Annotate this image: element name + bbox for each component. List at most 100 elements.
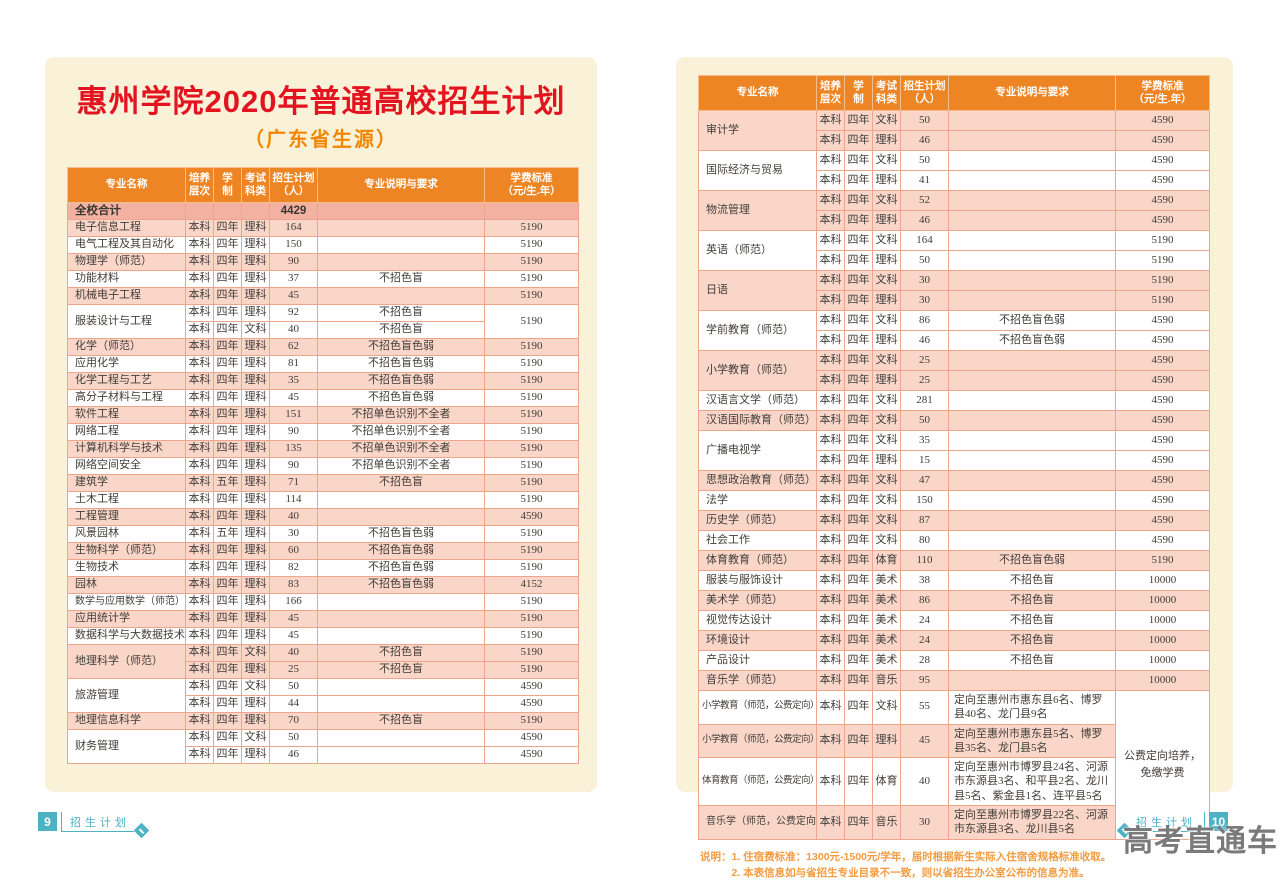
cell-tuition: 5190	[484, 525, 579, 543]
cell-enrollment-count: 81	[269, 355, 318, 373]
cell-requirements	[948, 190, 1116, 211]
cell-major-name: 化学工程与工艺	[67, 372, 186, 390]
cell-requirements	[948, 390, 1116, 411]
cell-major-name: 音乐学（师范）	[698, 670, 817, 691]
cell-tuition: 4590	[1115, 450, 1210, 471]
cell-level: 本科	[185, 457, 214, 475]
table-row: 小学教育（师范，公费定向） 本科 四年 文科 55 定向至惠州市惠东县6名、博罗县40名、…	[698, 690, 1210, 840]
cell-exam-category: 理科	[872, 170, 901, 191]
cell-years: 四年	[213, 559, 242, 577]
cell-exam-category: 文科	[241, 321, 270, 339]
cell-level: 本科	[816, 290, 845, 311]
cell-requirements	[317, 508, 485, 526]
cell-exam-category: 理科	[241, 440, 270, 458]
table-row: 产品设计 本科 四年 美术 28 不招色盲 10000	[698, 650, 1210, 671]
cell-summary-label: 全校合计	[67, 202, 186, 220]
cell-tuition: 5190	[1115, 230, 1210, 251]
cell-enrollment-count: 60	[269, 542, 318, 560]
cell-level: 本科	[816, 610, 845, 631]
cell-years: 四年	[844, 630, 873, 651]
cell-enrollment-count: 30	[900, 805, 949, 840]
cell-years: 四年	[213, 576, 242, 594]
table-row: 化学工程与工艺 本科 四年 理科 35 不招色盲色弱 5190	[67, 372, 579, 390]
cell-years: 四年	[213, 219, 242, 237]
cell-requirements	[948, 250, 1116, 271]
cell-tuition: 5190	[484, 627, 579, 645]
cell-exam-category: 文科	[872, 230, 901, 251]
table-row: 汉语国际教育（师范） 本科 四年 文科 50 4590	[698, 410, 1210, 431]
cell-enrollment-count: 90	[269, 457, 318, 475]
cell-level: 本科	[816, 550, 845, 571]
cell-tuition: 4590	[1115, 350, 1210, 371]
cell-exam-category: 理科	[241, 474, 270, 492]
cell-enrollment-count: 135	[269, 440, 318, 458]
cell-exam-category: 理科	[872, 330, 901, 351]
cell-years: 五年	[213, 474, 242, 492]
cell-exam-category: 音乐	[872, 805, 901, 840]
cell-years: 四年	[844, 230, 873, 251]
cell-major-name: 体育教育（师范）	[698, 550, 817, 571]
cell-requirements	[317, 202, 485, 220]
table-row: 学前教育（师范） 本科 四年 文科 86 不招色盲色弱 4590	[698, 310, 1210, 351]
cell-years: 四年	[844, 410, 873, 431]
cell-requirements: 不招色盲色弱	[317, 372, 485, 390]
cell-enrollment-count: 45	[269, 287, 318, 305]
cell-tuition: 5190	[484, 661, 579, 679]
cell-requirements	[948, 270, 1116, 291]
cell-enrollment-count: 52	[900, 190, 949, 211]
cell-level: 本科	[816, 430, 845, 451]
table-row: 物流管理 本科 四年 文科 52 4590	[698, 190, 1210, 231]
cell-requirements: 不招色盲色弱	[948, 330, 1116, 351]
cell-years: 四年	[844, 470, 873, 491]
cell-enrollment-count: 46	[900, 330, 949, 351]
column-header: 专业名称	[67, 167, 186, 203]
cell-tuition: 10000	[1115, 590, 1210, 611]
cell-major-name: 电气工程及其自动化	[67, 236, 186, 254]
cell-exam-category: 文科	[872, 150, 901, 171]
cell-major-name: 学前教育（师范）	[698, 310, 817, 351]
cell-major-name: 社会工作	[698, 530, 817, 551]
cell-tuition: 5190	[484, 491, 579, 509]
cell-years: 四年	[844, 390, 873, 411]
cell-tuition: 4590	[1115, 170, 1210, 191]
cell-level: 本科	[185, 644, 214, 662]
cell-requirements	[948, 510, 1116, 531]
cell-level: 本科	[816, 190, 845, 211]
cell-exam-category: 美术	[872, 590, 901, 611]
cell-enrollment-count: 45	[900, 723, 949, 759]
cell-years: 四年	[844, 370, 873, 391]
cell-requirements: 定向至惠州市博罗县24名、河源市东源县3名、和平县2名、龙川县5名、紫金县1名、…	[948, 757, 1116, 807]
cell-exam-category: 理科	[241, 304, 270, 322]
cell-level: 本科	[816, 330, 845, 351]
table-row: 风景园林 本科 五年 理科 30 不招色盲色弱 5190	[67, 525, 579, 543]
cell-enrollment-count: 30	[269, 525, 318, 543]
cell-exam-category: 理科	[241, 576, 270, 594]
cell-major-name: 数学与应用数学（师范）	[67, 593, 186, 611]
table-row: 汉语言文学（师范） 本科 四年 文科 281 4590	[698, 390, 1210, 411]
cell-level: 本科	[185, 372, 214, 390]
cell-enrollment-count: 110	[900, 550, 949, 571]
cell-requirements: 不招色盲色弱	[317, 389, 485, 407]
cell-major-name: 机械电子工程	[67, 287, 186, 305]
cell-level: 本科	[816, 450, 845, 471]
left-page: 惠州学院2020年普通高校招生计划 （广东省生源） 专业名称 培养 层次学制考试 科类…	[45, 57, 597, 792]
cell-requirements: 不招色盲	[317, 321, 485, 339]
cell-years: 四年	[213, 406, 242, 424]
header-row: 专业名称 培养 层次学制考试 科类 招生计划 （人） 专业说明与要求 学费标准 （元/生.年）	[67, 167, 579, 203]
cell-level: 本科	[185, 355, 214, 373]
cell-enrollment-count: 37	[269, 270, 318, 288]
cell-exam-category: 文科	[872, 470, 901, 491]
cell-years: 四年	[844, 130, 873, 151]
cell-exam-category: 文科	[872, 350, 901, 371]
cell-tuition	[484, 202, 579, 220]
cell-level: 本科	[185, 712, 214, 730]
cell-tuition: 4590	[1115, 530, 1210, 551]
cell-exam-category: 文科	[872, 490, 901, 511]
cell-tuition: 4152	[484, 576, 579, 594]
cell-tuition: 5190	[484, 219, 579, 237]
table-row: 本科 四年 文科 40 不招色盲	[68, 321, 579, 339]
table-row: 功能材料 本科 四年 理科 37 不招色盲 5190	[67, 270, 579, 288]
cell-major-name: 汉语言文学（师范）	[698, 390, 817, 411]
cell-enrollment-count: 62	[269, 338, 318, 356]
cell-tuition: 5190	[484, 423, 579, 441]
